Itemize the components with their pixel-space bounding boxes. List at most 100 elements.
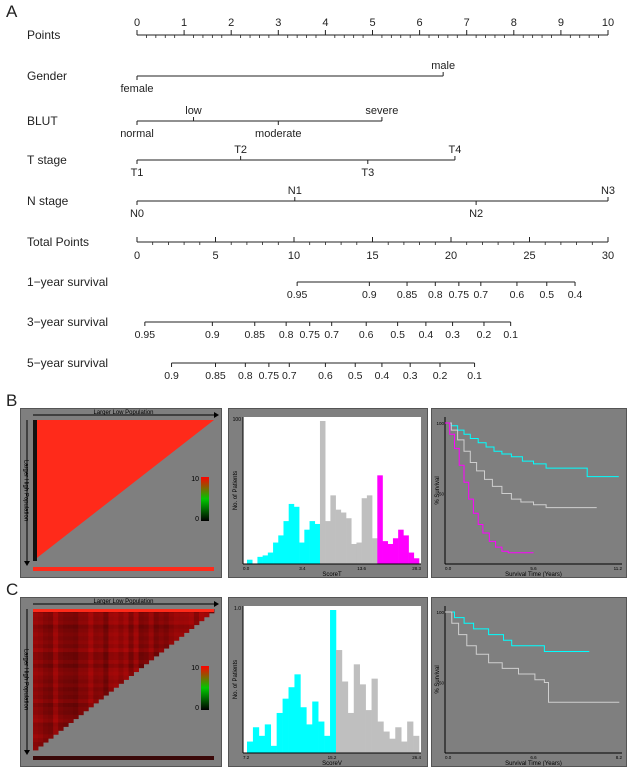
histogram-bar [288, 503, 295, 564]
heatmap-cell [178, 620, 185, 626]
heatmap-cell [48, 612, 54, 618]
heatmap-cell [78, 687, 84, 692]
heatmap-cell [73, 667, 79, 673]
heatmap-cell [103, 612, 109, 618]
heatmap-cell [173, 628, 180, 633]
heatmap-cell [43, 695, 49, 700]
heatmap-cell [148, 644, 155, 649]
heatmap-cell [163, 644, 170, 649]
heatmap-cell [123, 624, 129, 629]
heatmap-cell [158, 628, 165, 633]
heatmap-cell [38, 624, 44, 629]
heatmap-cell [38, 671, 44, 676]
heatmap-cell [33, 687, 39, 692]
heatmap-cell [48, 695, 54, 700]
category-label-t4: T4 [449, 144, 462, 156]
survival-curve-2 [445, 422, 534, 554]
heatmap-cell [63, 620, 69, 626]
y-axis-label: No. of Patients [233, 660, 239, 699]
histogram-bar [383, 731, 390, 753]
heatmap-cell [108, 636, 114, 641]
heatmap-cell [93, 628, 99, 633]
heatmap-cell [68, 714, 74, 720]
heatmap-cell [178, 612, 185, 618]
histogram-bar [389, 738, 396, 753]
heatmap-cell [103, 667, 109, 673]
heatmap-cell [148, 656, 155, 661]
heatmap-cell [43, 691, 49, 696]
heatmap-cell [43, 636, 49, 641]
heatmap-cell [123, 675, 129, 680]
heatmap-cell [38, 683, 44, 688]
heatmap-cell [143, 636, 150, 641]
heatmap-cell [93, 659, 99, 665]
heatmap-cell [133, 656, 139, 661]
heatmap-cell [48, 706, 54, 712]
survival-tick-label: 0.9 [164, 370, 179, 382]
heatmap-cell [68, 628, 74, 633]
heatmap-cell [63, 671, 69, 676]
x-tick-label: 0.0 [445, 566, 452, 571]
heatmap-cell [38, 699, 44, 704]
heatmap-cell [103, 652, 109, 657]
heatmap-cell [38, 616, 44, 622]
survival-tick-label: 0.7 [324, 329, 339, 341]
heatmap-cell [123, 636, 129, 641]
heatmap-cell [163, 624, 170, 629]
heatmap-cell [108, 687, 114, 692]
heatmap-cell [128, 656, 134, 661]
heatmap-cell [33, 636, 39, 641]
heatmap-cell [58, 659, 64, 665]
heatmap-cell [58, 652, 64, 657]
heatmap-cell [93, 648, 99, 653]
heatmap-cell [33, 695, 39, 700]
histogram-bar [346, 518, 352, 564]
heatmap-cell [68, 648, 74, 653]
survival-curve-1 [445, 611, 620, 703]
heatmap-cell [133, 632, 139, 637]
heatmap-cell [33, 648, 39, 653]
heatmap-cell [43, 722, 49, 727]
heatmap-cell [138, 659, 145, 665]
x-tick-label: 26.4 [412, 755, 421, 760]
heatmap-cell [38, 675, 44, 680]
panel-b-histogram: 100 No. of Patients 0.0 3.4 13.6 28.3 ScoreT [228, 408, 428, 578]
survival-tick-label: 0.85 [205, 370, 226, 382]
heatmap-cell [68, 695, 74, 700]
heatmap-cell [188, 624, 195, 629]
panel-label-a: A [6, 2, 18, 21]
heatmap-cell [63, 667, 69, 673]
heatmap-cell [118, 663, 124, 669]
heatmap-cell [63, 663, 69, 669]
heatmap-cell [38, 714, 44, 720]
heatmap-cell [103, 659, 109, 665]
heatmap-cell [78, 663, 84, 669]
histogram-bar [330, 495, 336, 564]
heatmap-cell [108, 652, 114, 657]
heatmap-cell [58, 636, 64, 641]
row-label-3-year-survival: 3−year survival [27, 315, 108, 329]
heatmap-cell [88, 640, 94, 645]
panel-b-heatmap: Larger Low Population Larger High Populat… [20, 408, 222, 578]
heatmap-cell [68, 683, 74, 688]
heatmap-cell [193, 616, 200, 622]
heatmap-cell [48, 616, 54, 622]
heatmap-cell [143, 644, 150, 649]
histogram-bar [382, 541, 389, 564]
heatmap-cell [108, 616, 114, 622]
heatmap-cell [53, 726, 59, 731]
heatmap-cell [83, 616, 89, 622]
color-scale-min: 0 [195, 705, 199, 712]
heatmap-top-edge [33, 609, 214, 612]
survival-tick-label: 0.4 [375, 370, 390, 382]
heatmap-cell [33, 663, 39, 669]
heatmap-cell [113, 667, 119, 673]
panel-c-survival: 100 50% Survival 0.0 6.6 8.2 Survival Time (Y… [431, 597, 627, 767]
heatmap-cell [43, 726, 49, 731]
heatmap-cell [63, 710, 69, 716]
heatmap-cell [88, 687, 94, 692]
heatmap-cell [128, 620, 134, 626]
category-label-severe: severe [365, 105, 398, 117]
heatmap-cell [128, 640, 134, 645]
color-scale-bar [201, 666, 209, 710]
